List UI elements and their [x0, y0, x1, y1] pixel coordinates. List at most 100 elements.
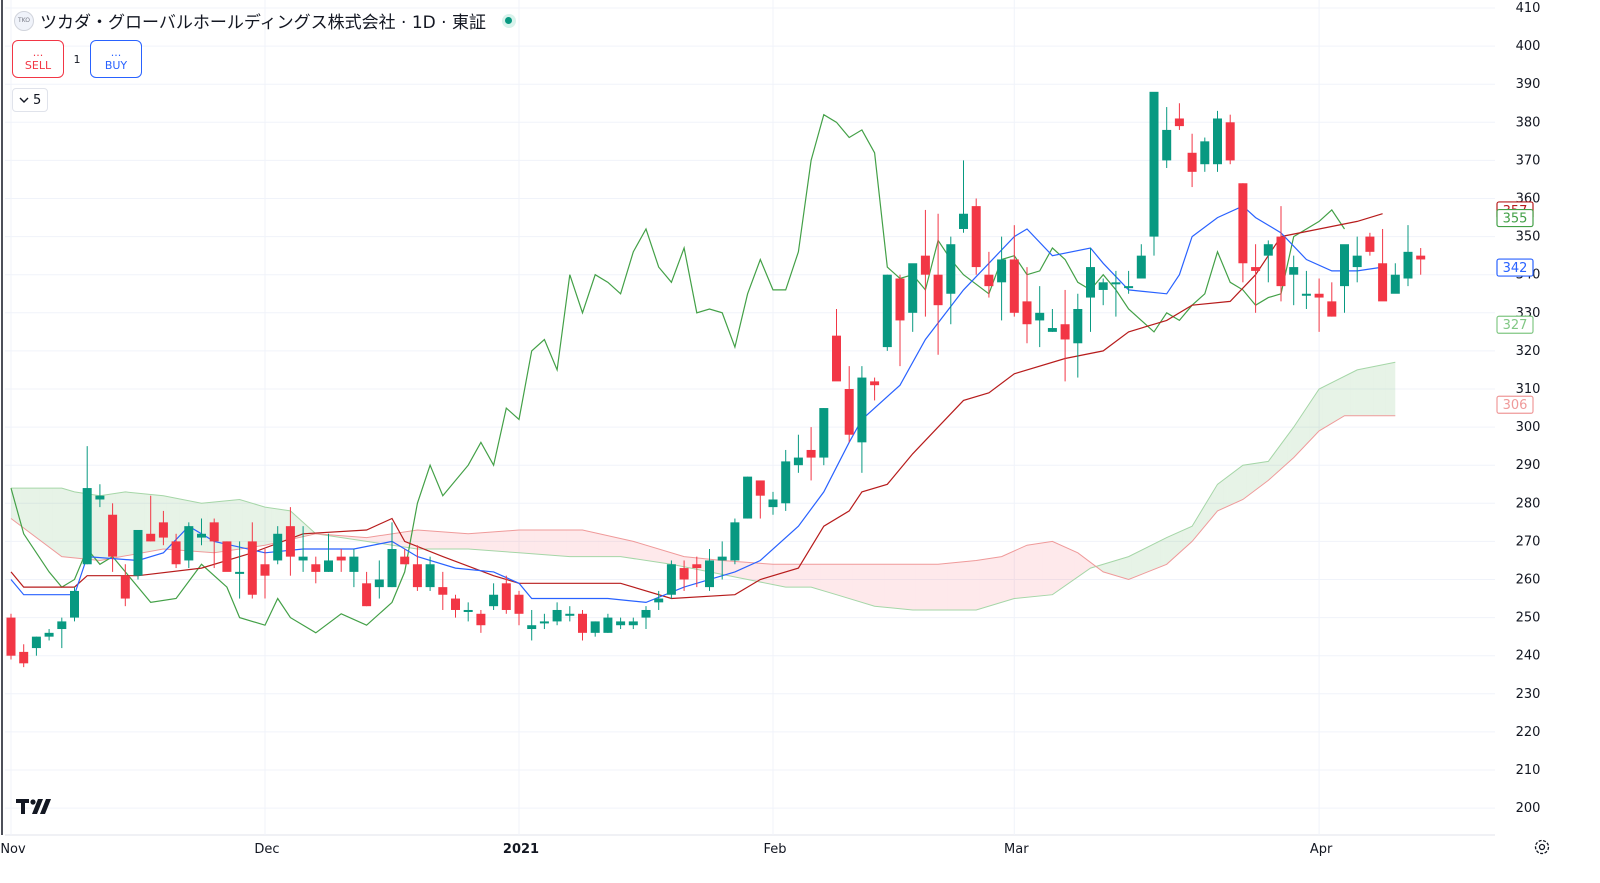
candle-body — [1340, 244, 1349, 286]
candle — [261, 549, 270, 599]
candle-body — [1086, 267, 1095, 297]
cloud-segment — [259, 505, 262, 546]
cloud-segment — [919, 564, 922, 610]
cloud-segment — [1157, 541, 1160, 568]
cloud-segment — [490, 532, 493, 551]
cloud-segment — [910, 564, 913, 610]
candle-body — [273, 534, 282, 561]
buy-price: ... — [111, 46, 122, 59]
candle — [1175, 103, 1184, 130]
cloud-segment — [830, 564, 833, 594]
candle-body — [1365, 237, 1374, 252]
market-status-icon[interactable] — [502, 14, 516, 28]
cloud-segment — [938, 564, 941, 610]
gear-icon[interactable] — [1533, 838, 1551, 860]
candle-body — [388, 549, 397, 587]
cloud-segment — [884, 564, 887, 607]
price-tick-label: 210 — [1516, 763, 1541, 778]
price-tick-label: 350 — [1516, 230, 1541, 245]
order-quantity[interactable]: 1 — [72, 53, 82, 66]
cloud-segment — [856, 564, 859, 601]
cloud-segment — [427, 531, 430, 549]
candle-body — [591, 621, 600, 632]
candle-body — [476, 614, 485, 625]
candle — [527, 610, 536, 640]
candle — [476, 610, 485, 633]
candle-body — [1099, 282, 1108, 290]
cloud-segment — [1122, 558, 1125, 579]
candle — [502, 576, 511, 614]
cloud-segment — [1002, 555, 1005, 602]
cloud-segment — [992, 558, 995, 606]
candle — [134, 530, 143, 580]
tradingview-logo-icon[interactable] — [16, 797, 52, 821]
cloud-segment — [789, 564, 792, 587]
cloud-segment — [808, 564, 811, 587]
cloud-segment — [75, 492, 78, 558]
cloud-segment — [52, 488, 55, 552]
cloud-segment — [478, 533, 481, 550]
candle — [1061, 290, 1070, 381]
cloud-segment — [954, 562, 957, 610]
cloud-segment — [1316, 389, 1319, 434]
cloud-segment — [1252, 463, 1255, 492]
candle-body — [438, 587, 447, 595]
cloud-segment — [1224, 477, 1227, 508]
cloud-segment — [446, 532, 449, 549]
cloud-segment — [913, 564, 916, 610]
cloud-segment — [1151, 544, 1154, 571]
cloud-segment — [59, 488, 62, 557]
candle — [1086, 248, 1095, 332]
candle-body — [680, 568, 689, 579]
cloud-segment — [1116, 559, 1119, 576]
cloud-segment — [849, 564, 852, 599]
cloud-segment — [1021, 547, 1024, 598]
cloud-segment — [878, 564, 881, 607]
candle-body — [1277, 237, 1286, 287]
sell-button[interactable]: ... SELL — [12, 40, 64, 78]
cloud-segment — [792, 564, 795, 587]
candle-body — [667, 564, 676, 594]
candle-body — [1023, 301, 1032, 324]
cloud-segment — [859, 564, 862, 602]
candle-body — [1353, 256, 1362, 267]
indicators-toggle[interactable]: 5 — [12, 88, 48, 112]
cloud-segment — [560, 530, 563, 556]
candle — [667, 560, 676, 598]
price-tick-label: 300 — [1516, 420, 1541, 435]
cloud-segment — [767, 564, 770, 584]
cloud-segment — [1265, 461, 1268, 482]
cloud-segment — [1068, 549, 1071, 584]
price-label-text: 327 — [1503, 318, 1528, 333]
candle-body — [959, 214, 968, 229]
candle-body — [172, 541, 181, 564]
candle — [362, 572, 371, 606]
chart-title[interactable]: ツカダ・グローバルホールディングス株式会社 · 1D · 東証 — [40, 8, 486, 33]
cloud-segment — [503, 531, 506, 552]
candle — [603, 614, 612, 633]
candle — [324, 534, 333, 572]
candle-body — [616, 621, 625, 625]
cloud-segment — [960, 562, 963, 610]
candle — [1200, 138, 1209, 172]
cloud-segment — [1373, 366, 1376, 416]
cloud-segment — [1376, 366, 1379, 416]
candle-body — [375, 580, 384, 588]
candle-body — [1416, 256, 1425, 260]
cloud-segment — [1240, 465, 1243, 501]
cloud-segment — [563, 530, 566, 556]
cloud-segment — [1144, 547, 1147, 573]
candle — [883, 275, 892, 351]
cloud-segment — [598, 534, 601, 557]
cloud-segment — [1154, 542, 1157, 569]
candle — [997, 237, 1006, 321]
price-tick-label: 310 — [1516, 382, 1541, 397]
candle — [489, 583, 498, 610]
candle — [45, 629, 54, 640]
candle-body — [629, 621, 638, 625]
cloud-segment — [40, 488, 43, 542]
buy-button[interactable]: ... BUY — [90, 40, 142, 78]
